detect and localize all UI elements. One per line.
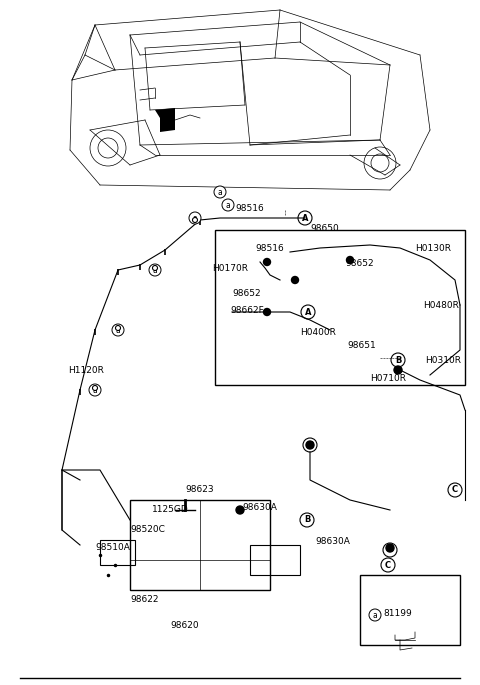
Text: a: a bbox=[372, 610, 377, 619]
Circle shape bbox=[222, 199, 234, 211]
Text: 98520C: 98520C bbox=[130, 525, 165, 534]
Text: 98630A: 98630A bbox=[315, 538, 350, 547]
Text: H0130R: H0130R bbox=[415, 243, 451, 253]
Circle shape bbox=[116, 325, 120, 330]
Text: a: a bbox=[217, 188, 222, 197]
Text: H1120R: H1120R bbox=[68, 366, 104, 375]
Text: 98630A: 98630A bbox=[242, 503, 277, 512]
Text: B: B bbox=[304, 516, 310, 525]
Polygon shape bbox=[155, 108, 175, 132]
Circle shape bbox=[214, 186, 226, 198]
Text: H0480R: H0480R bbox=[423, 301, 459, 310]
Text: 98662F: 98662F bbox=[230, 306, 264, 314]
Text: 98516: 98516 bbox=[235, 203, 264, 212]
Text: 98516: 98516 bbox=[256, 243, 284, 253]
Circle shape bbox=[189, 212, 201, 224]
Text: C: C bbox=[385, 560, 391, 569]
Circle shape bbox=[93, 386, 97, 390]
Text: B: B bbox=[395, 356, 401, 364]
Text: a: a bbox=[226, 201, 230, 210]
Circle shape bbox=[149, 264, 161, 276]
Text: 98650: 98650 bbox=[310, 223, 339, 232]
Text: 98652: 98652 bbox=[345, 258, 373, 268]
Text: 98620: 98620 bbox=[171, 621, 199, 630]
Text: 81199: 81199 bbox=[383, 608, 412, 617]
Bar bbox=[215, 230, 465, 385]
Text: a: a bbox=[93, 386, 97, 395]
Circle shape bbox=[236, 506, 244, 514]
Text: A: A bbox=[302, 214, 308, 223]
Circle shape bbox=[369, 609, 381, 621]
Text: H0400R: H0400R bbox=[300, 327, 336, 336]
Text: H0710R: H0710R bbox=[370, 373, 406, 382]
Circle shape bbox=[112, 324, 124, 336]
Circle shape bbox=[291, 277, 299, 284]
Text: 1125GD: 1125GD bbox=[152, 506, 188, 514]
Bar bbox=[360, 575, 460, 645]
Text: 98510A: 98510A bbox=[95, 543, 130, 553]
Circle shape bbox=[153, 266, 157, 271]
Bar bbox=[100, 540, 135, 565]
Circle shape bbox=[89, 384, 101, 396]
Text: a: a bbox=[192, 214, 197, 223]
Text: A: A bbox=[305, 308, 311, 316]
Circle shape bbox=[264, 258, 271, 266]
Text: a: a bbox=[116, 325, 120, 334]
Circle shape bbox=[264, 308, 271, 316]
Circle shape bbox=[394, 366, 402, 374]
Text: B: B bbox=[307, 440, 313, 449]
Text: C: C bbox=[387, 545, 393, 554]
Text: 98622: 98622 bbox=[130, 595, 158, 604]
Text: a: a bbox=[153, 266, 157, 275]
Text: 98651: 98651 bbox=[347, 340, 376, 349]
Text: H0310R: H0310R bbox=[425, 356, 461, 364]
Circle shape bbox=[347, 256, 353, 264]
Circle shape bbox=[386, 544, 394, 552]
Text: 98623: 98623 bbox=[185, 486, 214, 495]
Text: H0170R: H0170R bbox=[212, 264, 248, 273]
Bar bbox=[250, 545, 300, 575]
Text: C: C bbox=[452, 486, 458, 495]
Text: 98652: 98652 bbox=[232, 288, 261, 297]
Circle shape bbox=[306, 441, 314, 449]
Circle shape bbox=[192, 218, 197, 223]
